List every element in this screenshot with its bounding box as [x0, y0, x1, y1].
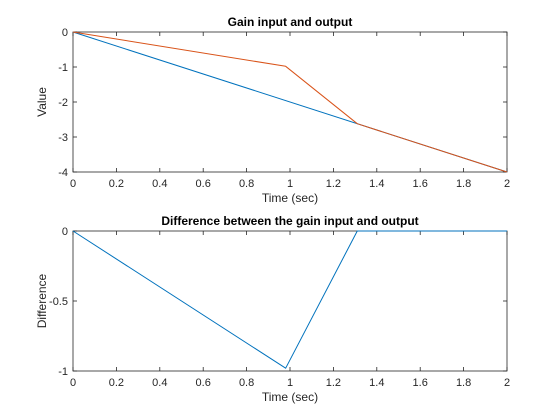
difference-y-tick-label: -1	[58, 366, 68, 378]
difference-x-tick-label: 1.4	[369, 377, 384, 389]
difference-x-tick-label: 0.2	[109, 377, 124, 389]
gain-y-tick-label: 0	[62, 27, 68, 39]
gain-x-tick-label: 1.4	[369, 178, 384, 190]
gain-x-tick-label: 1.8	[456, 178, 471, 190]
gain-x-tick-label: 0.6	[196, 178, 211, 190]
gain-x-tick-label: 1.2	[326, 178, 341, 190]
gain-series-2-line	[72, 31, 508, 173]
difference-x-tick-label: 1.6	[413, 377, 428, 389]
gain-chart-title: Gain input and output	[228, 15, 353, 29]
difference-x-tick-label: 2	[504, 377, 510, 389]
difference-y-tick-label: -0.5	[49, 296, 68, 308]
difference-chart-title: Difference between the gain input and ou…	[161, 214, 418, 228]
gain-x-tick-label: 0.2	[109, 178, 124, 190]
difference-x-tick-label: 0	[70, 377, 76, 389]
difference-y-tick-label: 0	[62, 226, 68, 238]
difference-x-tick-label: 1.8	[456, 377, 471, 389]
gain-x-tick-label: 0	[70, 178, 76, 190]
difference-x-tick-label: 0.8	[239, 377, 254, 389]
gain-x-axis-label: Time (sec)	[262, 191, 318, 205]
gain-x-tick-label: 2	[504, 178, 510, 190]
difference-x-tick-label: 1.2	[326, 377, 341, 389]
gain-x-tick-label: 0.4	[152, 178, 167, 190]
gain-y-tick-label: -4	[58, 167, 68, 179]
gain-y-tick-label: -1	[58, 62, 68, 74]
difference-x-tick-label: 0.6	[196, 377, 211, 389]
difference-x-tick-label: 0.4	[152, 377, 167, 389]
difference-chart: 0 0.2 0.4 0.6 0.8 1 1.2 1.4 1.6 1.8 2 0 -0.5 -1 Differ…	[35, 214, 510, 404]
gain-y-axis-label: Value	[35, 87, 49, 117]
difference-series-1-line	[72, 230, 507, 369]
gain-x-tick-label: 1.6	[413, 178, 428, 190]
difference-y-axis-label: Difference	[35, 273, 49, 328]
gain-y-tick-label: -3	[58, 132, 68, 144]
gain-y-tick-label: -2	[58, 97, 68, 109]
difference-x-tick-label: 1	[287, 377, 293, 389]
gain-chart: 0 0.2 0.4 0.6 0.8 1 1.2 1.4 1.6 1.8 2 0 -1 -2 -3 -4 Gain…	[35, 15, 510, 205]
difference-axes-box	[72, 230, 508, 372]
gain-x-tick-label: 1	[287, 178, 293, 190]
difference-x-axis-label: Time (sec)	[262, 390, 318, 404]
gain-x-tick-label: 0.8	[239, 178, 254, 190]
